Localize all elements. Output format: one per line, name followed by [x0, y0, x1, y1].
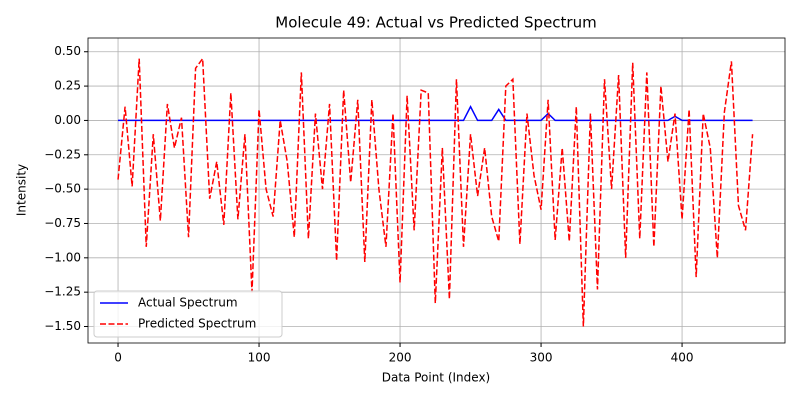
- y-tick-label: −1.00: [44, 250, 81, 264]
- chart-title: Molecule 49: Actual vs Predicted Spectru…: [275, 14, 596, 32]
- series-line: [117, 56, 754, 327]
- x-tick-label: 300: [530, 351, 553, 365]
- y-axis-label: Intensity: [15, 164, 29, 216]
- y-tick-label: 0.25: [54, 79, 81, 93]
- x-axis-label: Data Point (Index): [382, 371, 490, 385]
- series-line: [118, 105, 753, 122]
- legend-label: Predicted Spectrum: [138, 317, 256, 331]
- y-tick-label: 0.00: [54, 113, 81, 127]
- legend: Actual Spectrum Predicted Spectrum: [93, 290, 283, 338]
- y-tick-label: −0.25: [44, 147, 81, 161]
- y-tick-label: −1.25: [44, 285, 81, 299]
- legend-label: Actual Spectrum: [138, 296, 238, 310]
- plot-frame: [87, 37, 786, 344]
- x-tick-label: 0: [114, 351, 122, 365]
- y-tick-label: −0.75: [44, 216, 81, 230]
- x-tick-label: 400: [671, 351, 694, 365]
- y-tick-label: −0.50: [44, 182, 81, 196]
- legend-box: [93, 290, 283, 338]
- x-tick-label: 200: [389, 351, 412, 365]
- x-tick-label: 100: [248, 351, 271, 365]
- y-tick-label: −1.50: [44, 319, 81, 333]
- y-tick-label: 0.50: [54, 44, 81, 58]
